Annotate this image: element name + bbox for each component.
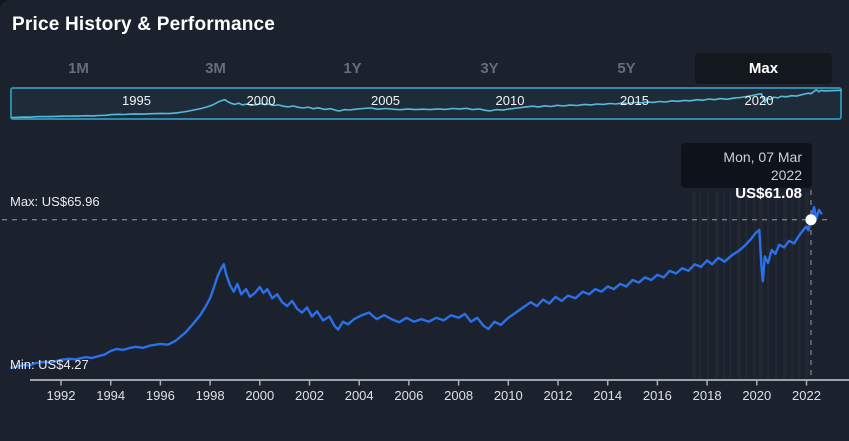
x-axis-tick-label: 2000 [245, 388, 275, 403]
page-title: Price History & Performance [12, 14, 276, 35]
x-axis-tick-label: 1998 [195, 388, 225, 403]
x-axis-tick-label: 2014 [593, 388, 623, 403]
minimap-year-label: 1995 [122, 93, 151, 108]
tooltip-date: Mon, 07 Mar 2022 [723, 149, 802, 183]
x-axis-tick-label: 1996 [145, 388, 175, 403]
x-axis-tick-label: 1992 [46, 388, 76, 403]
min-price-label: Min: US$4.27 [10, 357, 89, 372]
tab-1y[interactable]: 1Y [284, 53, 421, 84]
minimap-year-label: 2005 [371, 93, 400, 108]
hover-tooltip: Mon, 07 Mar 2022 US$61.08 [681, 143, 812, 202]
x-axis-tick-label: 2006 [394, 388, 424, 403]
max-price-label: Max: US$65.96 [10, 194, 100, 209]
tab-5y[interactable]: 5Y [558, 53, 695, 84]
minimap-year-label: 2000 [246, 93, 276, 108]
tab-max[interactable]: Max [695, 53, 832, 84]
range-tabs: 1M 3M 1Y 3Y 5Y Max [10, 53, 832, 84]
tooltip-price: US$61.08 [735, 185, 802, 202]
x-axis-tick-label: 2008 [444, 388, 474, 403]
minimap-year-label: 2010 [495, 93, 525, 108]
tab-1m[interactable]: 1M [10, 53, 147, 84]
x-axis-tick-label: 2022 [792, 388, 821, 403]
x-axis-tick-label: 2016 [642, 388, 672, 403]
x-axis-tick-label: 2012 [543, 388, 573, 403]
x-axis-tick-label: 2020 [742, 388, 772, 403]
x-axis-tick-label: 1994 [96, 388, 126, 403]
x-axis-tick-label: 2004 [344, 388, 374, 403]
minimap-year-label: 2020 [744, 93, 774, 108]
x-axis-tick-label: 2018 [692, 388, 722, 403]
x-axis-tick-label: 2002 [295, 388, 324, 403]
minimap-year-label: 2015 [620, 93, 649, 108]
x-axis-tick-label: 2010 [493, 388, 523, 403]
tab-3m[interactable]: 3M [147, 53, 284, 84]
tab-3y[interactable]: 3Y [421, 53, 558, 84]
